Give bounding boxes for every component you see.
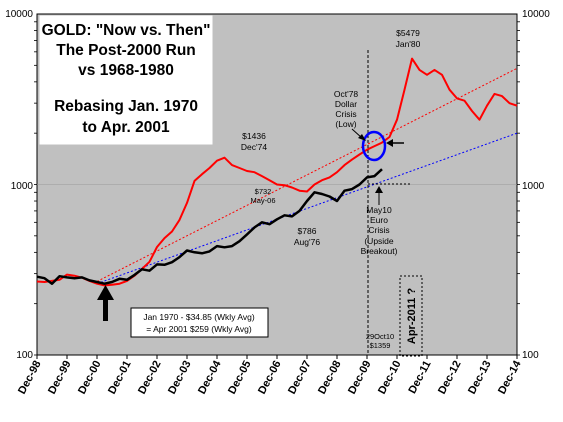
ann-oct78-line1: Oct'78 — [334, 89, 359, 99]
series-lines — [36, 57, 518, 287]
ann-oct10-date: 29Oct10 — [366, 332, 394, 341]
ann-peak-1974-date: Dec'74 — [241, 142, 267, 152]
ann-aug76-date: Aug'76 — [294, 237, 320, 247]
y-tick-right-100: 100 — [522, 350, 539, 361]
ann-oct10-value: $1359 — [370, 341, 391, 350]
ann-may10-line1: May10 — [366, 205, 392, 215]
arrow-right-pointer — [386, 139, 404, 147]
ann-may10-line5: Breakout) — [361, 246, 398, 256]
y-tick-left-1000: 1000 — [11, 181, 34, 192]
title-box — [39, 15, 213, 145]
ann-may10-line2: Euro — [370, 215, 388, 225]
highlight-ellipse — [361, 130, 387, 162]
title-line-3: vs 1968-1980 — [78, 62, 174, 79]
ann-peak-1974-value: $1436 — [242, 131, 266, 141]
title-line-2: The Post-2000 Run — [56, 42, 196, 59]
arrow-rebase-up — [97, 285, 114, 321]
y-tick-right-1000: 1000 — [522, 181, 545, 192]
y-tick-right-10000: 10000 — [522, 9, 550, 20]
ann-oct78-line2: Dollar — [335, 99, 357, 109]
rebase-line1: Jan 1970 - $34.85 (Wkly Avg) — [143, 312, 255, 322]
series-line-black — [36, 168, 383, 285]
arrow-oct78-pointer — [351, 128, 366, 141]
title-line-1: GOLD: "Now vs. Then" — [42, 22, 211, 39]
rebase-line2: = Apr 2001 $259 (Wkly Avg) — [146, 324, 252, 334]
ann-peak-1980-date: Jan'80 — [396, 39, 421, 49]
ann-peak-1980-value: $5479 — [396, 28, 420, 38]
ann-may10-line4: (Upside — [364, 236, 394, 246]
ann-may10-line3: Crisis — [368, 225, 389, 235]
trendline-0 — [96, 67, 518, 282]
ann-may06-date: May-06 — [250, 196, 275, 205]
ann-aug76-value: $786 — [298, 226, 317, 236]
title-line-6: to Apr. 2001 — [82, 119, 170, 136]
ann-oct78-line3: Crisis — [335, 109, 356, 119]
arrow-may10-pointer — [375, 186, 383, 205]
ann-may06-value: $732 — [255, 187, 272, 196]
y-tick-left-100: 100 — [16, 350, 33, 361]
apr2011-label: Apr-2011 ? — [406, 288, 418, 345]
title-line-5: Rebasing Jan. 1970 — [54, 98, 198, 115]
series-line-red — [36, 57, 518, 287]
rebase-box — [130, 307, 269, 338]
apr2011-box — [399, 275, 423, 357]
trendlines — [96, 67, 518, 285]
ann-oct78-line4: (Low) — [335, 119, 356, 129]
y-tick-left-10000: 10000 — [5, 9, 33, 20]
